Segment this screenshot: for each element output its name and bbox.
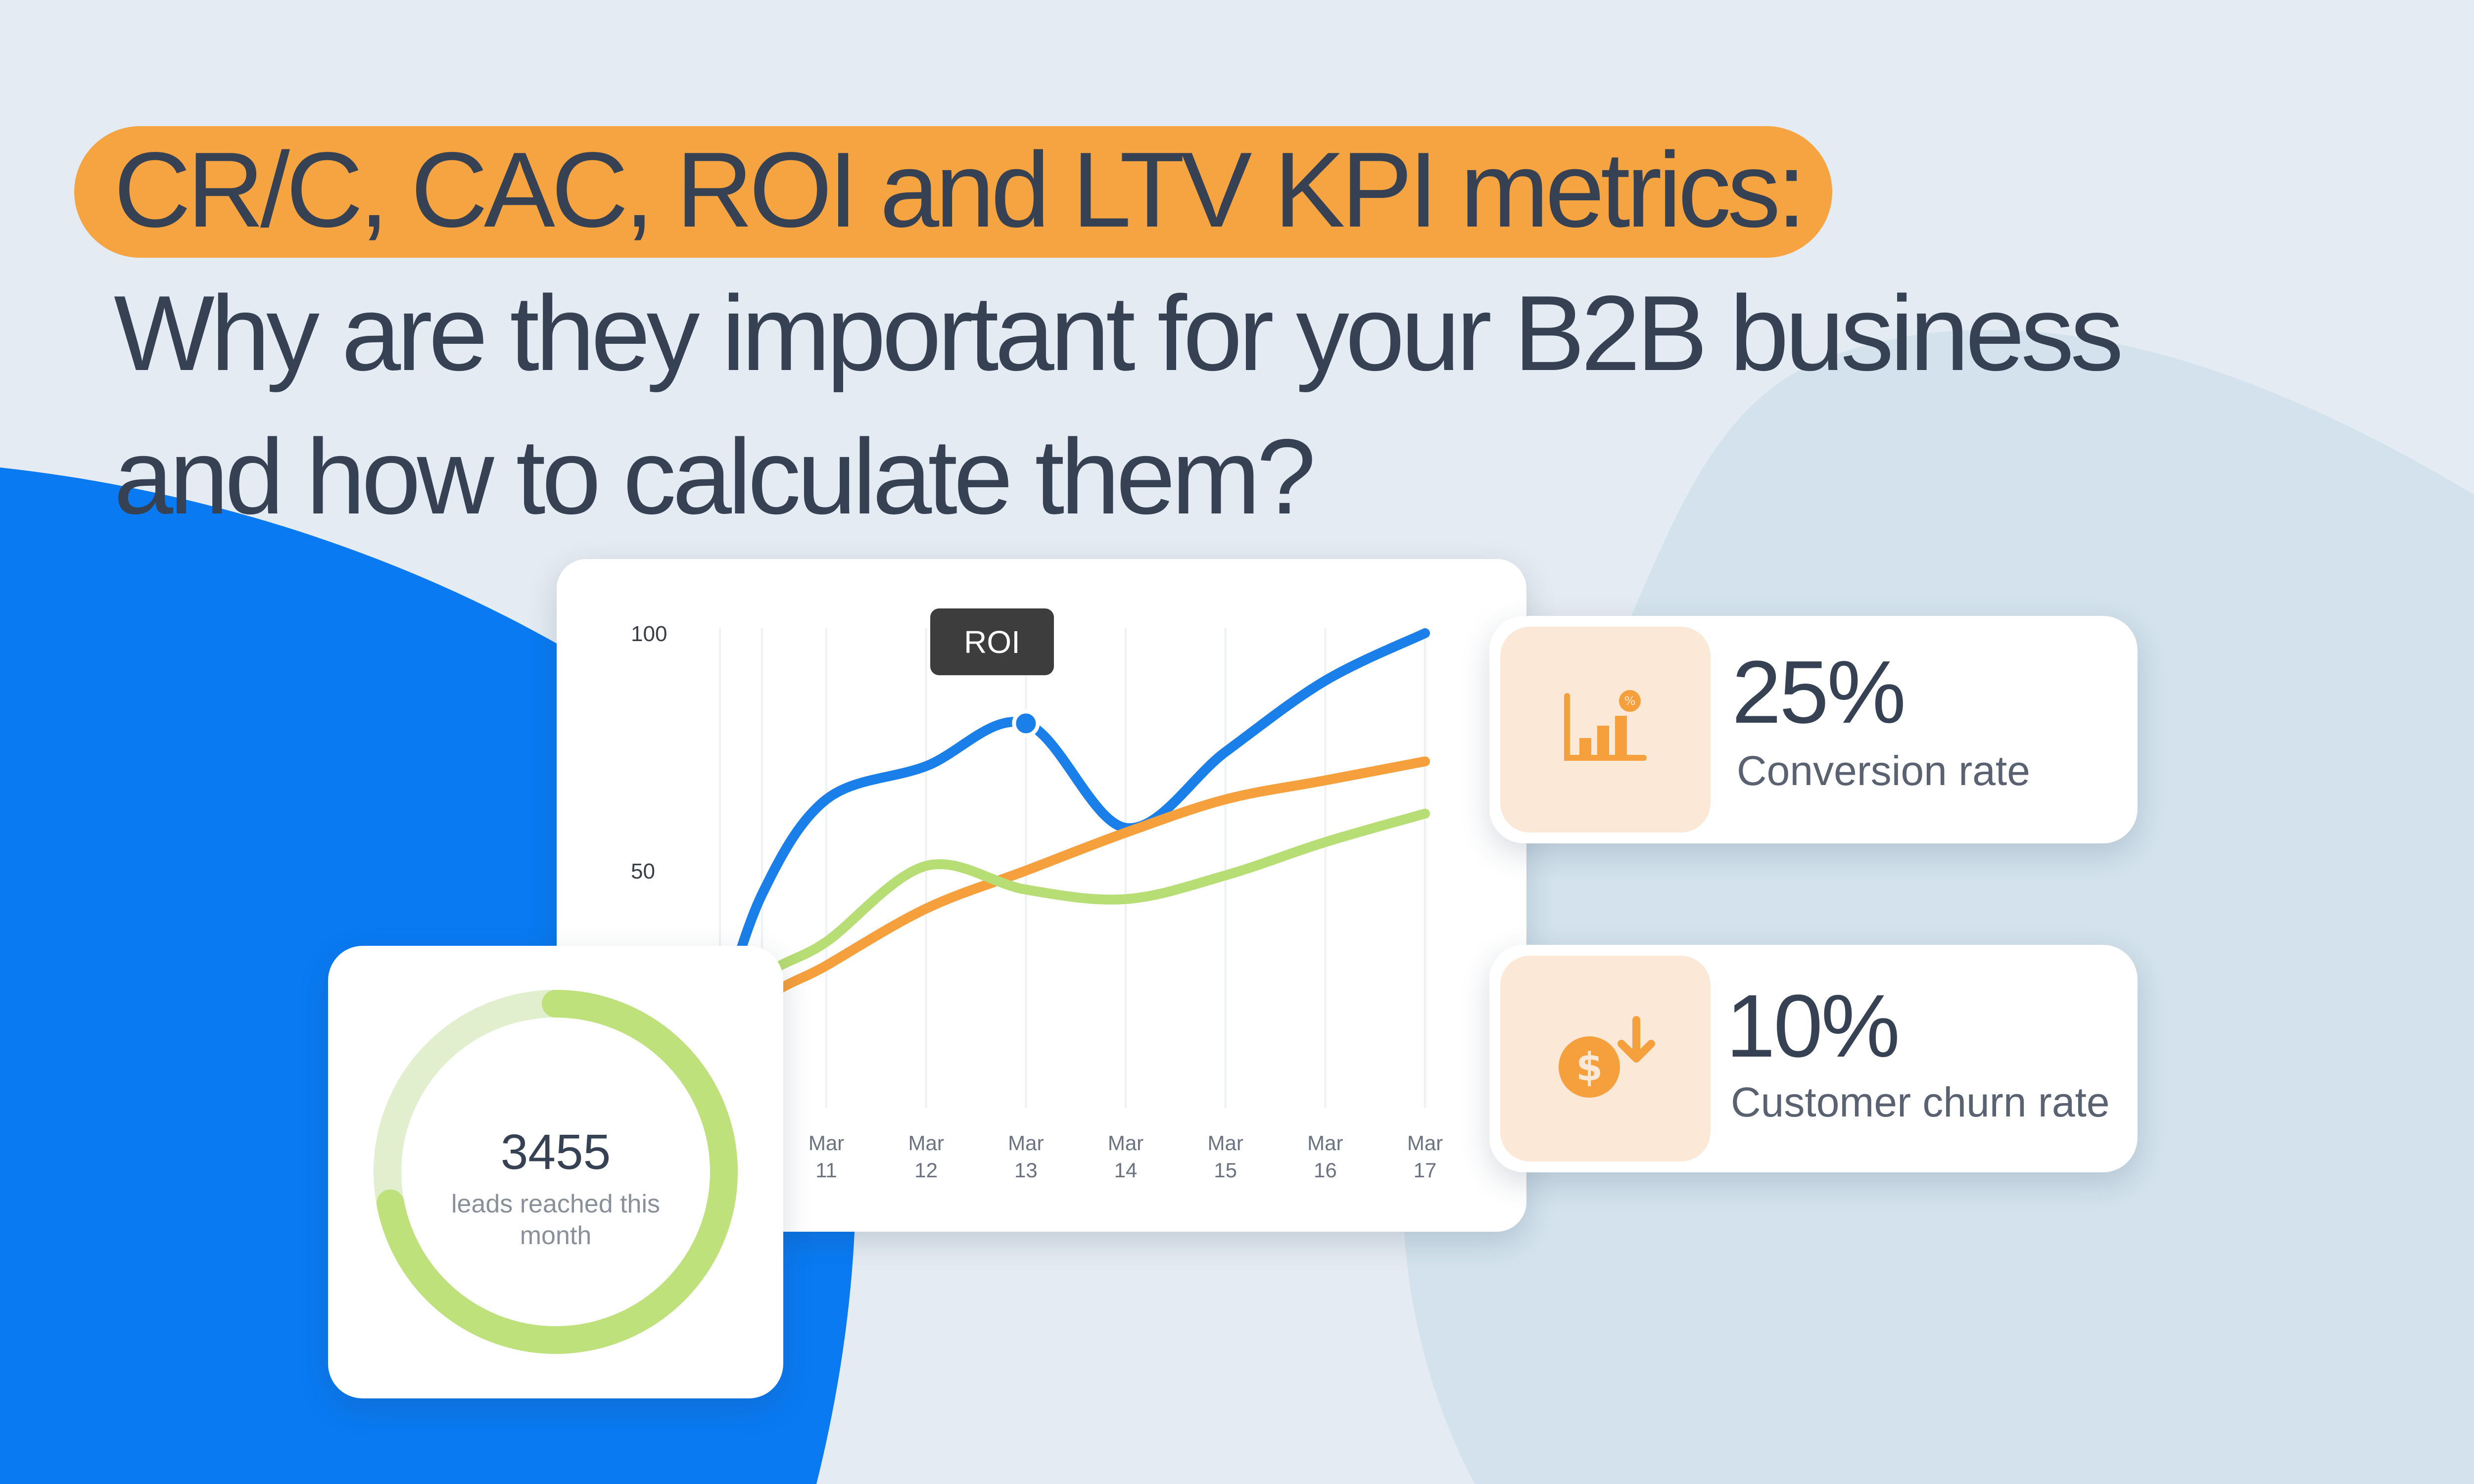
y-tick-label: 100 [631,622,667,646]
leads-card: 3455 leads reached this month [328,946,783,1398]
roi-tooltip: ROI [930,608,1054,675]
dollar-down-icon: $ [1559,1016,1655,1098]
series-line [715,808,1430,1066]
x-tick-month: Mar [908,1131,944,1155]
x-tick-month: Mar [809,1131,844,1155]
svg-text:$: $ [1576,1045,1603,1090]
svg-text:%: % [1624,694,1636,708]
headline-line-3: and how to calculate them? [114,417,1316,536]
leads-label: leads reached this month [451,1190,661,1250]
churn-rate-card: $ 10% Customer churn rate [1489,945,2138,1172]
ring-progress [374,990,738,1354]
headline-line-2: Why are they important for your B2B busi… [114,273,2124,393]
leads-count: 3455 [500,1124,611,1180]
highlight-point [1012,709,1040,738]
x-tick-month: Mar [1307,1131,1343,1155]
churn-icon-box: $ [1500,956,1711,1161]
x-tick-day: 16 [1314,1159,1337,1182]
y-tick-label: 50 [631,859,655,883]
x-tick-day: 11 [815,1159,837,1182]
x-tick-month: Mar [1008,1131,1044,1155]
leads-progress-ring [374,990,738,1354]
x-tick-day: 12 [914,1159,938,1182]
headline-highlight-line: CR/C, CAC, ROI and LTV KPI metrics: [74,126,1832,258]
headline: CR/C, CAC, ROI and LTV KPI metrics: Why … [74,126,2449,530]
conversion-rate-card: % 25% Conversion rate [1489,616,2138,843]
x-tick-month: Mar [1108,1131,1143,1155]
x-tick-month: Mar [1407,1131,1443,1155]
conversion-rate-value: 25% [1732,643,1906,742]
line-chart: 100 50 Mar 11 Mar 12 Mar 13 Mar 14 Mar 15 Mar 16 Mar 17 [631,622,1443,1182]
conversion-icon-box: % [1500,627,1711,833]
light-blob [1403,329,2474,1484]
bar-chart-percent-icon: % [1564,690,1647,761]
churn-rate-label: Customer churn rate [1731,1079,2110,1125]
x-tick-day: 14 [1114,1159,1138,1182]
x-tick-month: Mar [1207,1131,1243,1155]
x-tick-day: 17 [1414,1159,1437,1182]
series-line [715,756,1430,1089]
conversion-rate-label: Conversion rate [1737,747,2030,794]
x-tick-day: 13 [1014,1159,1038,1182]
x-tick-day: 15 [1214,1159,1237,1182]
churn-rate-value: 10% [1726,976,1900,1076]
